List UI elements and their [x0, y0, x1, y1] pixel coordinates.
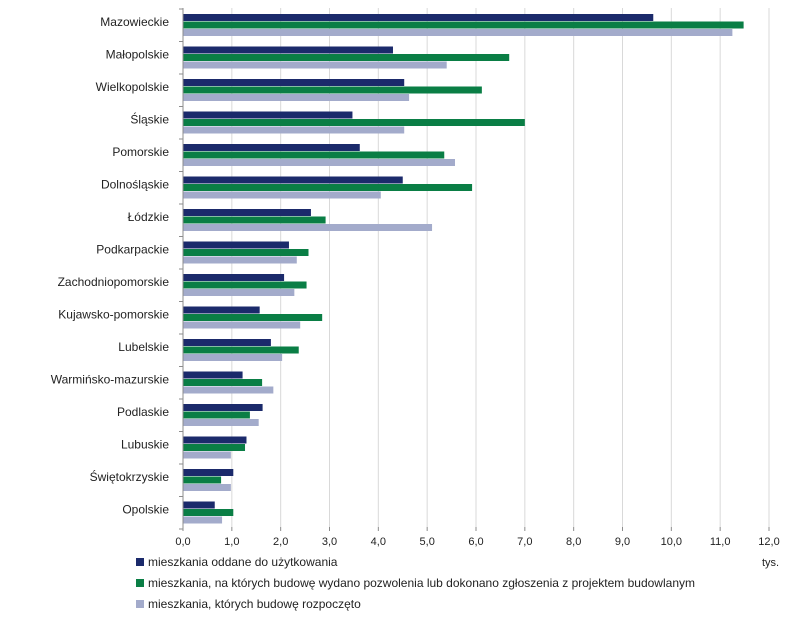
- x-tick-label: 4,0: [371, 536, 386, 548]
- category-label: Mazowieckie: [100, 15, 169, 29]
- category-label: Warmińsko-mazurskie: [51, 373, 170, 387]
- bar: [183, 111, 353, 119]
- bar: [183, 216, 326, 224]
- x-tick-label: 12,0: [758, 536, 779, 548]
- bar: [183, 191, 381, 199]
- bar: [183, 306, 260, 314]
- bar: [183, 484, 231, 491]
- category-label: Wielkopolskie: [96, 80, 170, 94]
- x-tick-label: 9,0: [615, 536, 630, 548]
- legend-swatch: [136, 558, 144, 566]
- category-label: Zachodniopomorskie: [58, 275, 170, 289]
- bar: [183, 404, 263, 411]
- legend-label: mieszkania oddane do użytkowania: [148, 555, 338, 569]
- bar: [183, 86, 482, 94]
- category-label: Lubuskie: [121, 438, 169, 452]
- category-label: Kujawsko-pomorskie: [58, 308, 169, 322]
- category-label: Łódzkie: [128, 210, 170, 224]
- bar: [183, 61, 447, 69]
- x-tick-label: 11,0: [710, 536, 731, 548]
- bar: [183, 289, 295, 296]
- x-tick-label: 3,0: [322, 536, 337, 548]
- category-label: Podkarpackie: [96, 243, 169, 257]
- bar: [183, 29, 733, 36]
- bar: [183, 476, 222, 484]
- bar: [183, 419, 259, 426]
- legend-label: mieszkania, których budowę rozpoczęto: [148, 597, 361, 611]
- bar: [183, 54, 510, 61]
- legend-swatch: [136, 579, 144, 587]
- category-label: Świętokrzyskie: [90, 469, 170, 484]
- bar: [183, 314, 323, 321]
- bar: [183, 119, 525, 126]
- x-tick-label: 10,0: [661, 536, 682, 548]
- category-label: Podlaskie: [117, 405, 169, 419]
- bar: [183, 14, 654, 21]
- bars: [183, 14, 744, 524]
- bar: [183, 256, 297, 264]
- bar: [183, 46, 393, 54]
- x-tick-label: 0,0: [175, 536, 190, 548]
- bar: [183, 241, 289, 249]
- bar: [183, 21, 744, 29]
- bar: [183, 144, 360, 151]
- bar: [183, 126, 405, 134]
- category-label: Śląskie: [130, 112, 169, 127]
- legend-swatch: [136, 600, 144, 608]
- bar: [183, 354, 283, 361]
- category-labels: Mazowieckie Małopolskie Wielkopolskie Śląsk…: [51, 15, 170, 517]
- bar: [183, 379, 263, 386]
- category-label: Pomorskie: [112, 145, 169, 159]
- bar: [183, 224, 433, 231]
- x-tick-label: 8,0: [566, 536, 581, 548]
- bar: [183, 509, 234, 516]
- bar: [183, 346, 299, 354]
- x-tick-label: 5,0: [420, 536, 435, 548]
- x-tick-label: 7,0: [517, 536, 532, 548]
- legend: mieszkania oddane do użytkowania mieszkan…: [136, 555, 695, 611]
- bar: [183, 249, 309, 256]
- x-tick-label: 6,0: [468, 536, 483, 548]
- category-label: Opolskie: [122, 503, 169, 517]
- bar: [183, 94, 410, 101]
- bar: [183, 371, 243, 379]
- category-label: Dolnośląskie: [101, 178, 169, 192]
- bar: [183, 184, 473, 191]
- axis-unit-label: tys.: [762, 557, 779, 569]
- bar: [183, 411, 250, 419]
- bar: [183, 176, 403, 184]
- bar: [183, 451, 231, 459]
- bar: [183, 436, 247, 444]
- bar: [183, 501, 215, 509]
- x-axis: 0,0 1,0 2,0 3,0 4,0 5,0 6,0 7,0 8,0 9,0 10,0 11,0 12…: [175, 8, 780, 548]
- x-tick-label: 2,0: [273, 536, 288, 548]
- category-label: Lubelskie: [118, 340, 169, 354]
- bar: [183, 151, 445, 159]
- bar: [183, 339, 271, 346]
- bar: [183, 159, 456, 166]
- legend-label: mieszkania, na których budowę wydano poz…: [148, 576, 695, 590]
- bar: [183, 516, 223, 524]
- bar: [183, 469, 234, 476]
- bar: [183, 444, 246, 451]
- bar: [183, 209, 311, 216]
- x-tick-label: 1,0: [224, 536, 239, 548]
- bar: [183, 321, 301, 329]
- bar: [183, 274, 285, 281]
- bar: [183, 386, 274, 394]
- bar: [183, 281, 307, 289]
- category-label: Małopolskie: [106, 48, 170, 62]
- bar: [183, 79, 405, 86]
